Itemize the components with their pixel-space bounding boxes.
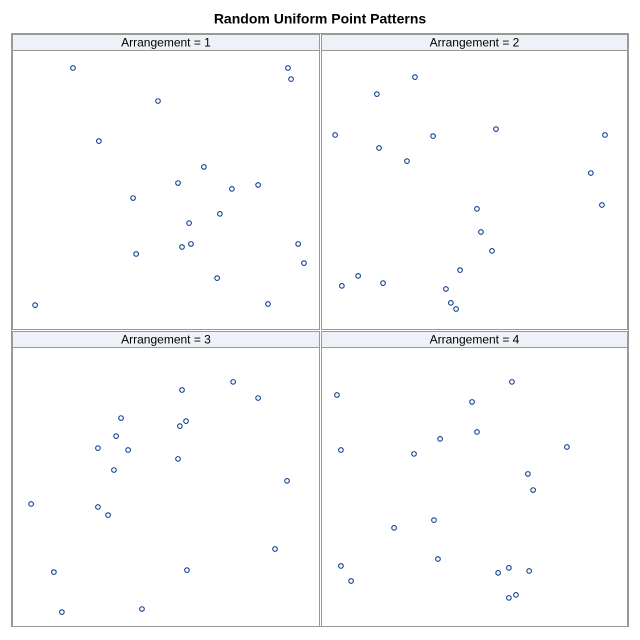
point	[509, 379, 515, 385]
point	[404, 158, 410, 164]
point	[431, 517, 437, 523]
point	[376, 145, 382, 151]
point	[186, 220, 192, 226]
point	[32, 302, 38, 308]
point	[334, 392, 340, 398]
point	[217, 211, 223, 217]
panel-plot	[321, 50, 628, 330]
point	[285, 65, 291, 71]
point	[588, 170, 594, 176]
point	[265, 301, 271, 307]
point	[118, 415, 124, 421]
point	[255, 395, 261, 401]
point	[599, 202, 605, 208]
point	[493, 126, 499, 132]
point	[453, 306, 459, 312]
point	[130, 195, 136, 201]
point	[412, 74, 418, 80]
point	[230, 379, 236, 385]
point	[183, 418, 189, 424]
panel-plot	[321, 347, 628, 627]
point	[51, 569, 57, 575]
panel-title: Arrangement = 2	[430, 36, 520, 50]
point	[457, 267, 463, 273]
point	[214, 275, 220, 281]
point	[338, 563, 344, 569]
point	[602, 132, 608, 138]
panel-title: Arrangement = 1	[121, 36, 211, 50]
point	[177, 423, 183, 429]
point	[338, 447, 344, 453]
point	[448, 300, 454, 306]
panel-title: Arrangement = 4	[430, 333, 520, 347]
panel-plot	[12, 50, 320, 330]
point	[530, 487, 536, 493]
point	[284, 478, 290, 484]
panel-title: Arrangement = 3	[121, 333, 211, 347]
point	[201, 164, 207, 170]
point	[430, 133, 436, 139]
point	[301, 260, 307, 266]
point	[495, 570, 501, 576]
point	[478, 229, 484, 235]
point	[506, 565, 512, 571]
point	[272, 546, 278, 552]
chart-title: Random Uniform Point Patterns	[214, 11, 427, 27]
point	[175, 456, 181, 462]
point	[525, 471, 531, 477]
point	[332, 132, 338, 138]
point	[437, 436, 443, 442]
point	[374, 91, 380, 97]
point	[391, 525, 397, 531]
point	[348, 578, 354, 584]
point	[188, 241, 194, 247]
point	[435, 556, 441, 562]
point	[111, 467, 117, 473]
point	[59, 609, 65, 615]
point	[105, 512, 111, 518]
point	[95, 504, 101, 510]
point	[175, 180, 181, 186]
point	[229, 186, 235, 192]
point	[125, 447, 131, 453]
point	[70, 65, 76, 71]
point	[513, 592, 519, 598]
point	[411, 451, 417, 457]
point	[339, 283, 345, 289]
point	[28, 501, 34, 507]
point	[113, 433, 119, 439]
point	[506, 595, 512, 601]
point	[96, 138, 102, 144]
point	[489, 248, 495, 254]
point	[288, 76, 294, 82]
point	[133, 251, 139, 257]
point	[179, 387, 185, 393]
point	[295, 241, 301, 247]
point	[474, 206, 480, 212]
point	[474, 429, 480, 435]
point	[380, 280, 386, 286]
point	[355, 273, 361, 279]
point	[469, 399, 475, 405]
point	[139, 606, 145, 612]
point	[255, 182, 261, 188]
point	[179, 244, 185, 250]
point	[184, 567, 190, 573]
point	[155, 98, 161, 104]
point	[443, 286, 449, 292]
point	[564, 444, 570, 450]
point	[526, 568, 532, 574]
point	[95, 445, 101, 451]
panel-plot	[12, 347, 320, 627]
